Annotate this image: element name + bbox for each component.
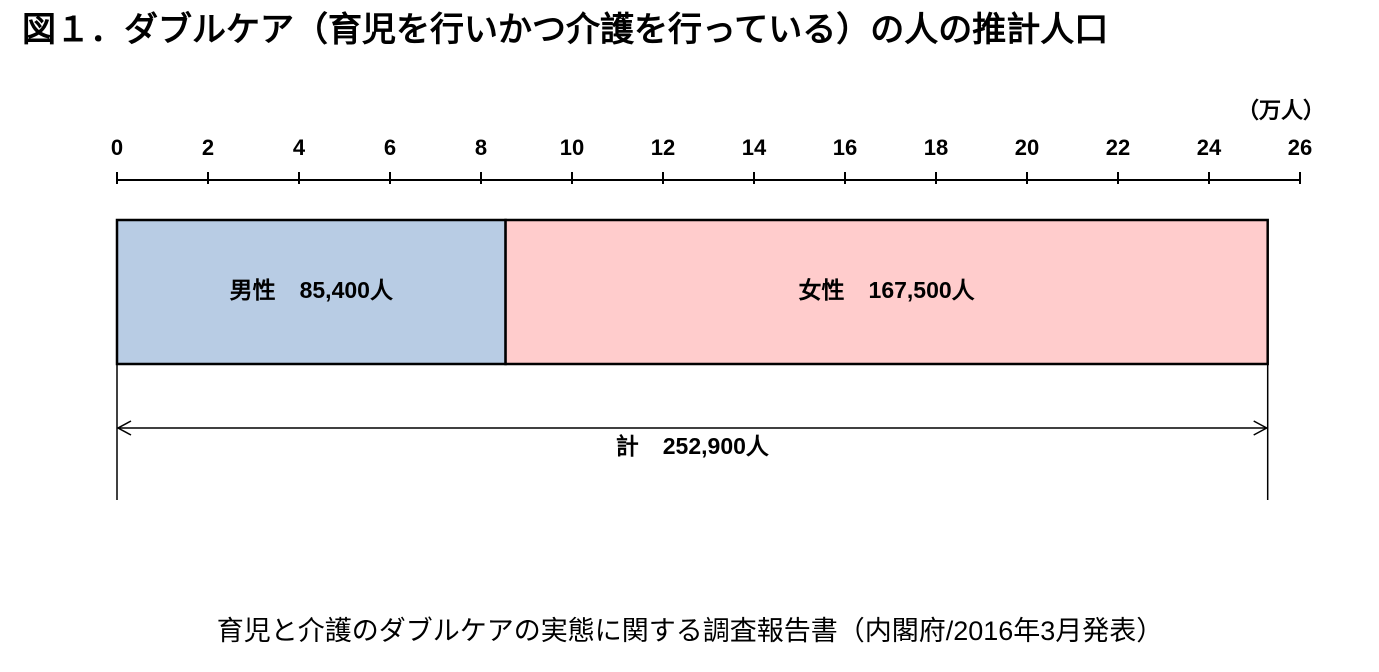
value-label: 男性 85,400人 — [230, 277, 394, 303]
segment-value: 167,500人 — [869, 277, 976, 303]
axis-unit: （万人） — [1237, 98, 1325, 123]
arrow-head — [116, 420, 132, 436]
x-tick-label: 20 — [1015, 135, 1039, 160]
x-tick-label: 2 — [202, 135, 214, 160]
x-tick-label: 22 — [1106, 135, 1130, 160]
total-value: 252,900人 — [663, 433, 770, 459]
total-label: 計 252,900人 — [616, 433, 770, 459]
x-tick-label: 0 — [111, 135, 123, 160]
x-tick-label: 6 — [384, 135, 396, 160]
x-tick-label: 24 — [1197, 135, 1222, 160]
x-tick-label: 18 — [924, 135, 948, 160]
source-note: 育児と介護のダブルケアの実態に関する調査報告書（内閣府/2016年3月発表） — [217, 616, 1164, 646]
total-name: 計 — [616, 433, 639, 459]
segment-name: 女性 — [799, 277, 845, 303]
x-tick-label: 4 — [293, 135, 306, 160]
value-label: 女性 167,500人 — [799, 277, 976, 303]
chart-title: 図１．ダブルケア（育児を行いかつ介護を行っている）の人の推計人口 — [22, 10, 1108, 49]
segment-value: 85,400人 — [300, 277, 394, 303]
x-tick-label: 16 — [833, 135, 857, 160]
segment-name: 男性 — [230, 277, 276, 303]
x-tick-label: 12 — [651, 135, 675, 160]
x-tick-label: 10 — [560, 135, 584, 160]
arrow-head — [1253, 420, 1269, 436]
x-tick-label: 26 — [1288, 135, 1312, 160]
bar-segment — [115, 218, 507, 366]
x-tick-label: 8 — [475, 135, 487, 160]
x-tick-label: 14 — [742, 135, 767, 160]
bar-segment — [504, 218, 1269, 366]
